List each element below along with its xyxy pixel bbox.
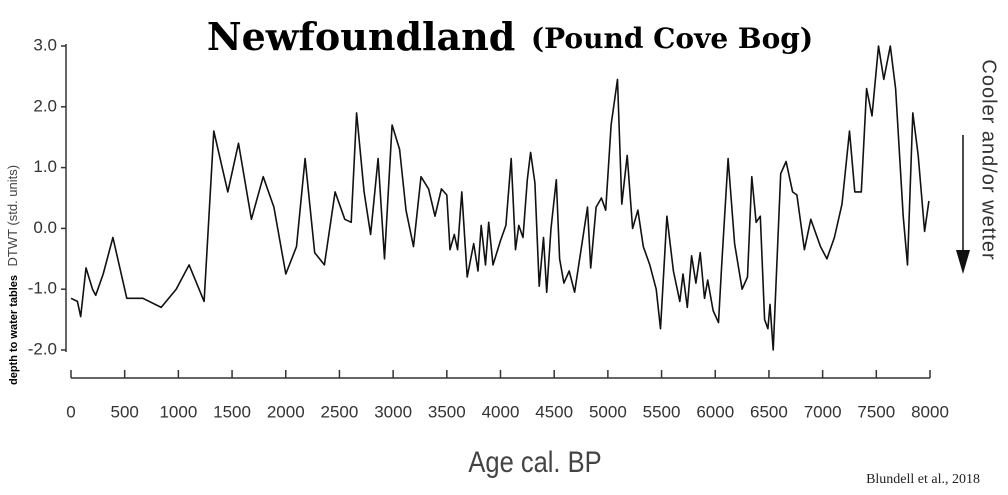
y-label-units: DTWT (std. units): [5, 165, 20, 267]
chart-subtitle: (Pound Cove Bog): [531, 22, 813, 55]
x-tick-label: 5500: [643, 402, 681, 421]
source: Blundell et al., 2018: [866, 472, 980, 487]
chart-title-group: Newfoundland (Pound Cove Bog): [207, 14, 813, 59]
y-tick-label: -2.0: [28, 339, 57, 358]
x-tick-label: 4000: [482, 402, 520, 421]
y-tick-label: 2.0: [33, 96, 57, 115]
x-axis-label: Age cal. BP: [468, 445, 601, 478]
annotation: Cooler and/or wetter: [978, 59, 1000, 260]
data-line: [70, 45, 930, 351]
x-tick-label: 3000: [374, 402, 412, 421]
arrow-head: [956, 250, 970, 274]
y-label: depth to water tables: [8, 275, 20, 385]
x-tick-label: 6500: [750, 402, 788, 421]
x-tick-label: 500: [111, 402, 139, 421]
x-tick-label: 2000: [267, 402, 305, 421]
x-tick-label: 1000: [159, 402, 197, 421]
y-tick-label: 3.0: [33, 35, 57, 54]
x-tick-label: 7500: [857, 402, 895, 421]
y-tick-label: 1.0: [33, 157, 57, 176]
chart-title: Newfoundland: [207, 14, 515, 59]
x-tick-label: 0: [66, 402, 75, 421]
x-tick-label: 5000: [589, 402, 627, 421]
x-tick-label: 4500: [535, 402, 573, 421]
x-tick-label: 2500: [321, 402, 359, 421]
y-tick-label: -1.0: [28, 279, 57, 298]
x-tick-label: 3500: [428, 402, 466, 421]
x-tick-label: 6000: [696, 402, 734, 421]
x-tick-label: 1500: [213, 402, 251, 421]
y-axis-label: depth to water tables DTWT (std. units): [5, 165, 22, 385]
x-tick-label: 7000: [804, 402, 842, 421]
x-tick-label: 8000: [911, 402, 949, 421]
y-tick-label: 0.0: [33, 218, 57, 237]
